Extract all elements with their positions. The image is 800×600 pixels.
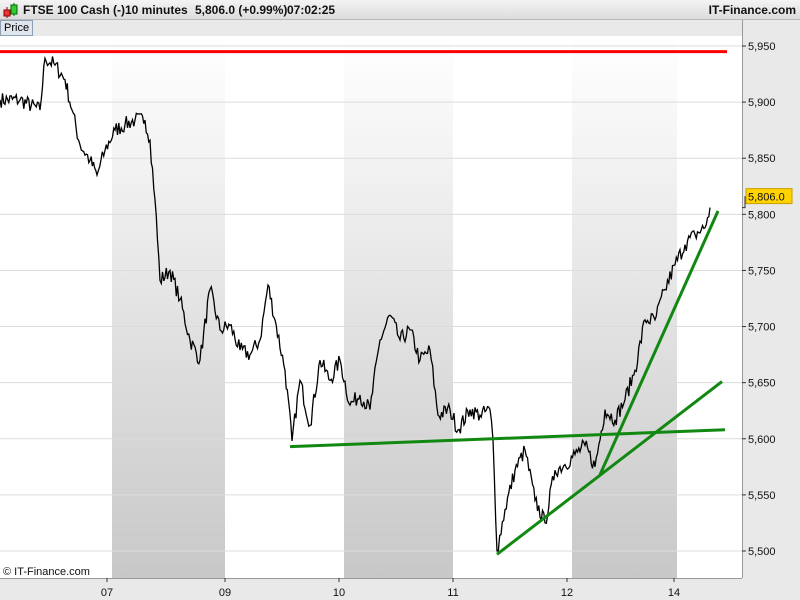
title-bar: FTSE 100 Cash (-) 10 minutes 5,806.0 (+0… bbox=[0, 0, 800, 20]
day-band bbox=[572, 36, 677, 578]
instrument-name: FTSE 100 Cash (-) bbox=[23, 3, 126, 17]
last-price-label: 5,806.0 bbox=[748, 192, 785, 204]
y-tick-label: 5,750 bbox=[748, 265, 776, 277]
candlestick-icon bbox=[3, 3, 18, 18]
x-tick-label: 07 bbox=[101, 587, 113, 599]
last-price-change: 5,806.0 (+0.99%) bbox=[195, 3, 288, 17]
day-band bbox=[112, 36, 225, 578]
y-tick-label: 5,900 bbox=[748, 97, 776, 109]
y-tick-label: 5,950 bbox=[748, 41, 776, 53]
x-tick-label: 11 bbox=[447, 587, 458, 599]
x-tick-label: 09 bbox=[219, 587, 231, 599]
y-tick-label: 5,550 bbox=[748, 490, 776, 502]
brand: IT-Finance.com bbox=[708, 3, 796, 17]
y-tick-label: 5,650 bbox=[748, 378, 776, 390]
interval[interactable]: 10 minutes bbox=[125, 3, 188, 17]
price-line bbox=[0, 55, 711, 552]
tab-price[interactable]: Price bbox=[0, 20, 34, 36]
time: 07:02:25 bbox=[287, 3, 336, 17]
x-tick-label: 12 bbox=[561, 587, 573, 599]
x-tick-label: 10 bbox=[333, 587, 345, 599]
x-axis-panel bbox=[0, 578, 800, 600]
y-axis-panel bbox=[742, 20, 800, 600]
trendline bbox=[598, 210, 720, 476]
y-tick-label: 5,700 bbox=[748, 322, 776, 334]
last-price-tag bbox=[745, 188, 793, 205]
y-tick-label: 5,800 bbox=[748, 209, 776, 221]
trendline bbox=[496, 380, 723, 556]
copyright: © IT-Finance.com bbox=[3, 566, 90, 578]
x-tick-label: 14 bbox=[668, 587, 680, 599]
y-tick-label: 5,600 bbox=[748, 434, 776, 446]
day-band bbox=[344, 36, 453, 578]
y-tick-label: 5,850 bbox=[748, 153, 776, 165]
trendline bbox=[289, 428, 726, 449]
y-tick-label: 5,500 bbox=[748, 546, 776, 558]
